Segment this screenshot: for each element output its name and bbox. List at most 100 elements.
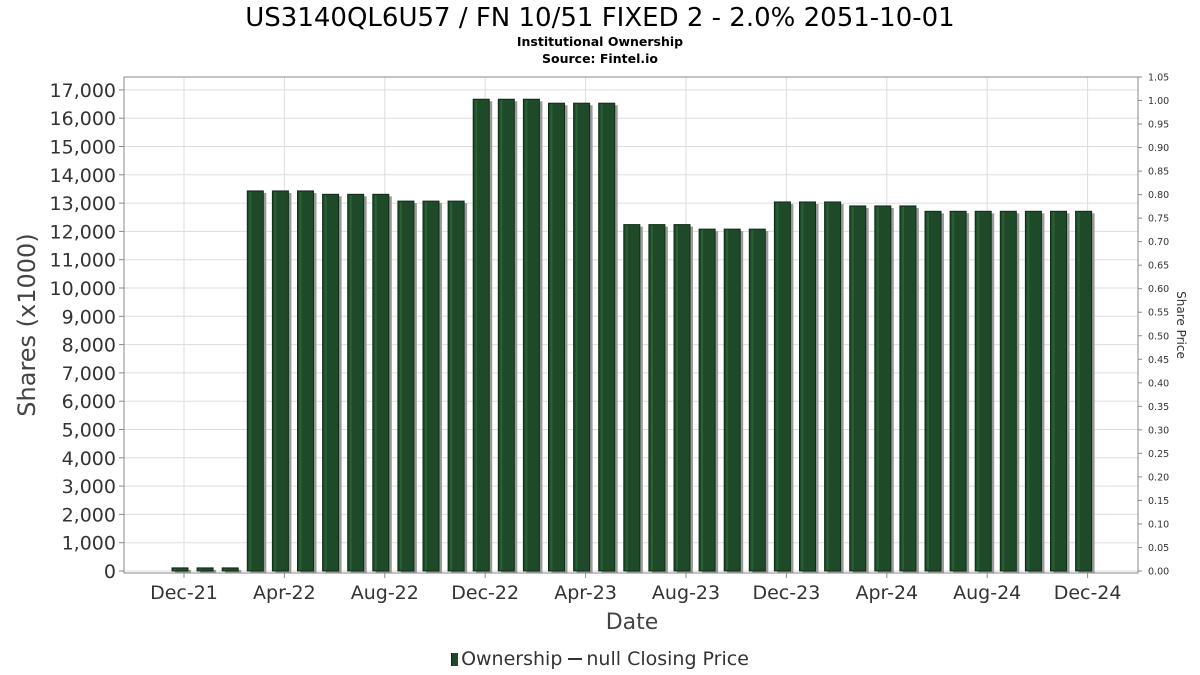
y-tick-label: 10,000	[50, 278, 116, 300]
bar-highlight	[199, 568, 202, 570]
y2-tick-label: 0.30	[1148, 425, 1169, 436]
y2-tick-label: 0.95	[1148, 120, 1169, 131]
y2-tick-label: 0.40	[1148, 378, 1169, 389]
y-tick-label: 8,000	[62, 335, 116, 357]
y2-tick-label: 0.90	[1148, 143, 1169, 154]
y2-tick-label: 0.60	[1148, 284, 1169, 295]
bar-highlight	[1052, 212, 1055, 570]
y2-tick-label: 1.00	[1148, 96, 1169, 107]
bar-highlight	[927, 212, 929, 570]
legend-ownership-label: Ownership	[461, 648, 563, 670]
bar-highlight	[776, 202, 779, 570]
y-tick-label: 7,000	[62, 363, 116, 385]
y-tick-label: 0	[104, 561, 116, 583]
bar-highlight	[249, 191, 252, 570]
x-tick-label: Apr-23	[554, 582, 617, 604]
bar-highlight	[751, 230, 754, 571]
ownership-bar	[171, 567, 189, 572]
y2-axis-label: Share Price	[1174, 291, 1188, 359]
bar-highlight	[1027, 212, 1030, 570]
bar-highlight	[625, 225, 628, 570]
x-tick-label: Dec-23	[752, 582, 820, 604]
y-tick-label: 17,000	[50, 80, 116, 102]
bar-highlight	[650, 225, 653, 570]
bar-highlight	[1077, 212, 1080, 570]
bar-highlight	[475, 100, 478, 570]
x-tick-label: Dec-21	[150, 582, 218, 604]
bar-highlight	[450, 202, 453, 570]
y2-tick-label: 0.65	[1148, 261, 1169, 272]
bar-highlight	[174, 568, 176, 570]
y-tick-label: 15,000	[50, 137, 116, 159]
x-axis: Dec-21 Apr-22 Aug-22 Dec-22 Apr-23 Aug-23 Dec-…	[150, 573, 1122, 604]
y2-tick-label: 0.25	[1148, 449, 1169, 460]
y-tick-label: 12,000	[50, 221, 116, 243]
y-tick-label: 9,000	[62, 306, 116, 328]
y2-tick-label: 0.55	[1148, 308, 1169, 319]
bar-highlight	[224, 568, 227, 570]
bar-highlight	[600, 104, 603, 571]
x-tick-label: Aug-22	[351, 582, 419, 604]
chart-title: US3140QL6U57 / FN 10/51 FIXED 2 - 2.0% 2…	[245, 3, 955, 33]
bar-highlight	[500, 100, 503, 570]
y2-tick-label: 0.75	[1148, 214, 1169, 225]
legend-closing-price-label: null Closing Price	[586, 648, 749, 670]
bar-highlight	[801, 202, 804, 570]
y-tick-label: 2,000	[62, 504, 116, 526]
y-tick-label: 11,000	[50, 250, 116, 272]
y2-tick-label: 1.05	[1148, 72, 1169, 83]
y-tick-label: 1,000	[62, 533, 116, 555]
y2-tick-label: 0.70	[1148, 237, 1169, 248]
bar-highlight	[525, 100, 528, 570]
x-tick-label: Dec-24	[1054, 582, 1122, 604]
chart-subtitle-ownership: Institutional Ownership	[516, 34, 684, 49]
bar-highlight	[1002, 212, 1005, 570]
y2-tick-label: 0.35	[1148, 402, 1169, 413]
bar-highlight	[324, 195, 327, 570]
bar-highlight	[399, 202, 402, 570]
bars	[171, 98, 1095, 574]
x-tick-label: Apr-22	[253, 582, 316, 604]
y-tick-label: 13,000	[50, 193, 116, 215]
ownership-legend-swatch	[451, 653, 459, 666]
y2-tick-label: 0.45	[1148, 355, 1169, 366]
bar-highlight	[550, 104, 553, 571]
y2-tick-label: 0.10	[1148, 519, 1169, 530]
x-tick-label: Dec-22	[451, 582, 519, 604]
bar-highlight	[977, 212, 980, 570]
bar-highlight	[676, 225, 678, 570]
x-tick-label: Apr-24	[855, 582, 918, 604]
y-tick-label: 4,000	[62, 448, 116, 470]
y-tick-label: 16,000	[50, 108, 116, 130]
closing-price-legend-swatch	[568, 658, 583, 660]
y2-tick-label: 0.20	[1148, 472, 1169, 483]
y2-tick-label: 0.50	[1148, 331, 1169, 342]
y-axis-label: Shares (x1000)	[13, 233, 41, 416]
y-axis: 0 1,000 2,000 3,000 4,000 5,000 6,000 7,000 8,00…	[50, 80, 124, 583]
y2-tick-label: 0.85	[1148, 167, 1169, 178]
bar-highlight	[726, 230, 729, 571]
bar-highlight	[851, 206, 854, 570]
bar-highlight	[425, 202, 427, 570]
bar-highlight	[274, 191, 277, 570]
bar-highlight	[374, 195, 377, 570]
y2-axis: 0.00 0.05 0.10 0.15 0.20 0.25 0.30 0.35 0.40 0.45…	[1138, 72, 1169, 578]
bar-highlight	[701, 230, 704, 571]
y-tick-label: 14,000	[50, 165, 116, 187]
plot-area-frame	[123, 76, 1139, 574]
y-tick-label: 5,000	[62, 420, 116, 442]
y-tick-label: 3,000	[62, 476, 116, 498]
y2-tick-label: 0.80	[1148, 190, 1169, 201]
x-tick-label: Aug-24	[953, 582, 1021, 604]
ownership-bar	[196, 567, 214, 572]
y2-tick-label: 0.05	[1148, 543, 1169, 554]
y2-tick-label: 0.00	[1148, 567, 1169, 578]
chart-subtitle-source: Source: Fintel.io	[542, 51, 658, 66]
x-axis-label: Date	[606, 610, 659, 635]
x-tick-label: Aug-23	[652, 582, 720, 604]
bar-highlight	[901, 206, 904, 570]
bar-highlight	[876, 206, 879, 570]
ownership-bar	[221, 567, 239, 572]
legend: Ownership null Closing Price	[0, 647, 1200, 671]
